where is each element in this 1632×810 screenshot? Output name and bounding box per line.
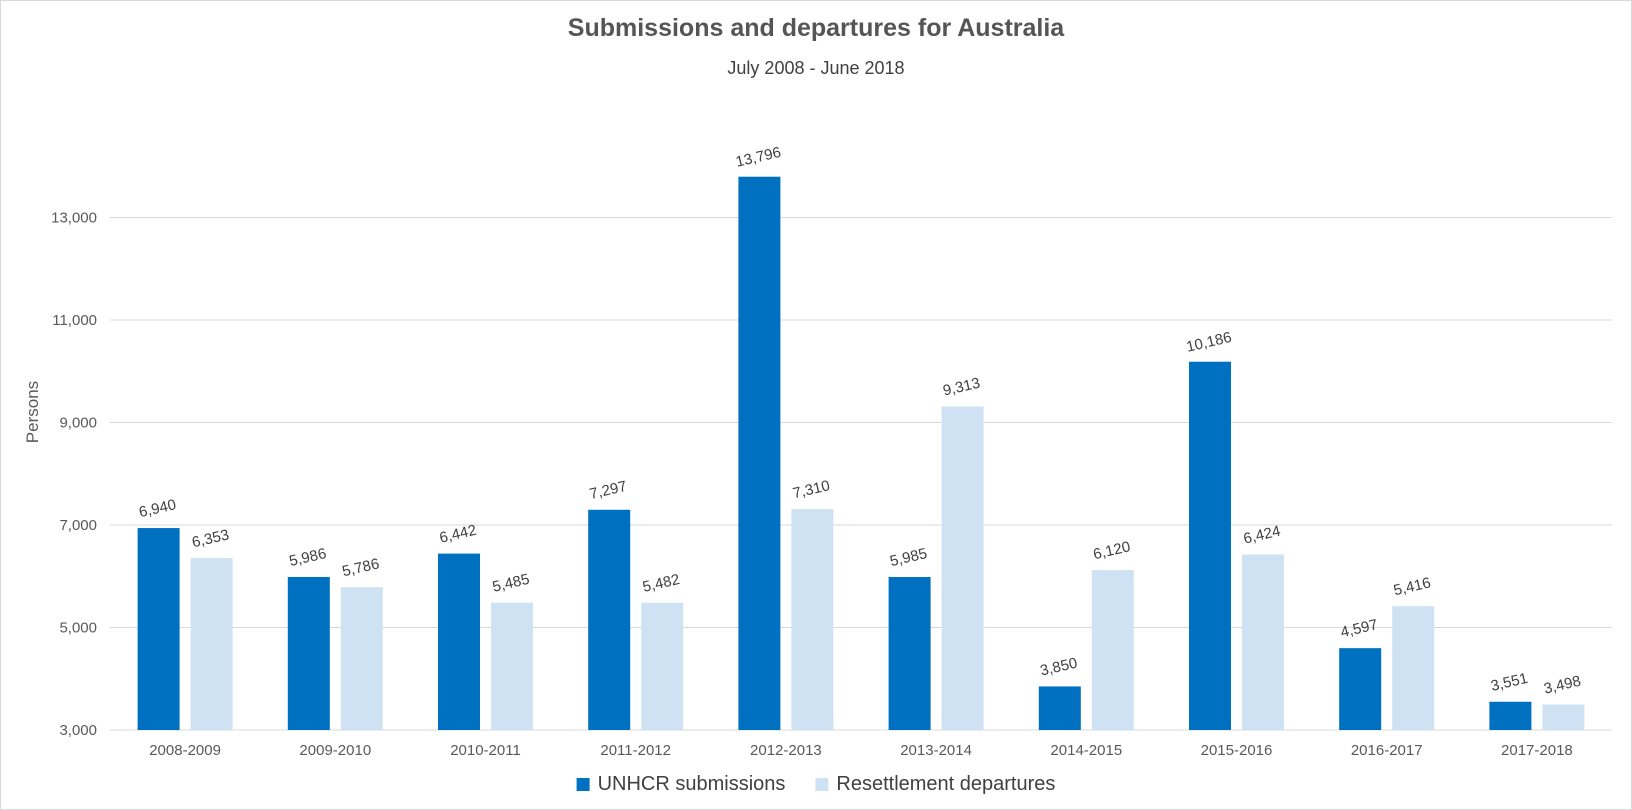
bar-unhcr-submissions-2010-2011 [438, 553, 480, 730]
bar-resettlement-departures-2009-2010 [340, 587, 383, 730]
x-tick-label-2010-2011: 2010-2011 [450, 742, 521, 759]
data-label-resettlement-departures-2012-2013: 7,310 [791, 477, 831, 502]
data-label-resettlement-departures-2016-2017: 5,416 [1392, 574, 1432, 599]
bar-resettlement-departures-2011-2012 [641, 602, 684, 730]
x-tick-label-2013-2014: 2013-2014 [900, 742, 972, 759]
bar-unhcr-submissions-2014-2015 [1038, 686, 1081, 730]
y-tick-label: 7,000 [59, 517, 97, 534]
bar-resettlement-departures-2017-2018 [1542, 704, 1585, 730]
data-label-unhcr-submissions-2017-2018: 3,551 [1489, 670, 1529, 695]
bar-unhcr-submissions-2012-2013 [738, 176, 781, 730]
bar-resettlement-departures-2015-2016 [1242, 554, 1284, 730]
data-label-unhcr-submissions-2009-2010: 5,986 [288, 545, 328, 570]
gridlines [110, 217, 1612, 731]
data-label-unhcr-submissions-2015-2016: 10,186 [1185, 329, 1234, 356]
bar-resettlement-departures-2016-2017 [1392, 606, 1435, 730]
bar-unhcr-submissions-2017-2018 [1489, 701, 1532, 730]
x-axis-ticks: 2008-2009 2009-2010 2010-2011 2011-2012 2012… [149, 742, 1573, 759]
data-label-resettlement-departures-2011-2012: 5,482 [641, 571, 681, 596]
data-label-resettlement-departures-2009-2010: 5,786 [341, 555, 381, 580]
legend-swatch-resettlement-departures [815, 778, 829, 791]
data-label-unhcr-submissions-2013-2014: 5,985 [888, 545, 928, 570]
bar-resettlement-departures-2008-2009 [190, 558, 233, 730]
data-label-unhcr-submissions-2016-2017: 4,597 [1339, 616, 1379, 641]
x-tick-label-2016-2017: 2016-2017 [1351, 742, 1423, 759]
legend-label-unhcr-submissions: UNHCR submissions [598, 773, 786, 795]
bar-resettlement-departures-2012-2013 [791, 509, 834, 730]
y-axis-label: Persons [23, 381, 42, 443]
data-label-resettlement-departures-2017-2018: 3,498 [1542, 673, 1582, 698]
bar-unhcr-submissions-2015-2016 [1189, 361, 1231, 730]
x-tick-label-2008-2009: 2008-2009 [149, 742, 221, 759]
bar-unhcr-submissions-2013-2014 [888, 577, 931, 730]
chart-title: Submissions and departures for Australia [568, 14, 1066, 42]
x-tick-label-2017-2018: 2017-2018 [1501, 742, 1573, 759]
y-tick-label: 11,000 [52, 312, 97, 329]
bar-unhcr-submissions-2009-2010 [287, 576, 330, 730]
bar-resettlement-departures-2014-2015 [1091, 570, 1134, 730]
bar-unhcr-submissions-2008-2009 [137, 528, 180, 730]
data-label-resettlement-departures-2008-2009: 6,353 [190, 526, 230, 551]
x-tick-label-2012-2013: 2012-2013 [750, 742, 822, 759]
y-axis-ticks: 3,000 5,000 7,000 9,000 11,000 13,000 [51, 210, 97, 740]
bar-unhcr-submissions-2016-2017 [1339, 648, 1382, 730]
legend-label-resettlement-departures: Resettlement departures [836, 773, 1055, 795]
data-label-resettlement-departures-2015-2016: 6,424 [1242, 523, 1282, 548]
x-tick-label-2009-2010: 2009-2010 [299, 742, 371, 759]
legend-swatch-unhcr-submissions [576, 778, 590, 791]
data-label-unhcr-submissions-2012-2013: 13,796 [734, 144, 783, 171]
data-label-unhcr-submissions-2008-2009: 6,940 [137, 496, 177, 521]
chart-subtitle: July 2008 - June 2018 [727, 58, 904, 78]
bar-resettlement-departures-2010-2011 [491, 602, 533, 730]
data-label-unhcr-submissions-2014-2015: 3,850 [1039, 655, 1079, 680]
x-tick-label-2015-2016: 2015-2016 [1201, 742, 1273, 759]
bar-resettlement-departures-2013-2014 [941, 406, 984, 730]
legend: UNHCR submissions Resettlement departure… [576, 773, 1055, 795]
bars [137, 176, 1585, 730]
data-label-unhcr-submissions-2011-2012: 7,297 [588, 478, 628, 503]
bar-unhcr-submissions-2011-2012 [588, 509, 631, 730]
x-tick-label-2011-2012: 2011-2012 [600, 742, 671, 759]
y-tick-label: 13,000 [51, 210, 97, 227]
y-tick-label: 3,000 [59, 722, 97, 739]
y-tick-label: 9,000 [59, 415, 97, 432]
y-tick-label: 5,000 [59, 620, 97, 637]
x-tick-label-2014-2015: 2014-2015 [1050, 742, 1122, 759]
data-label-resettlement-departures-2013-2014: 9,313 [941, 375, 981, 400]
data-label-resettlement-departures-2014-2015: 6,120 [1092, 538, 1132, 563]
data-label-resettlement-departures-2010-2011: 5,485 [491, 571, 531, 596]
